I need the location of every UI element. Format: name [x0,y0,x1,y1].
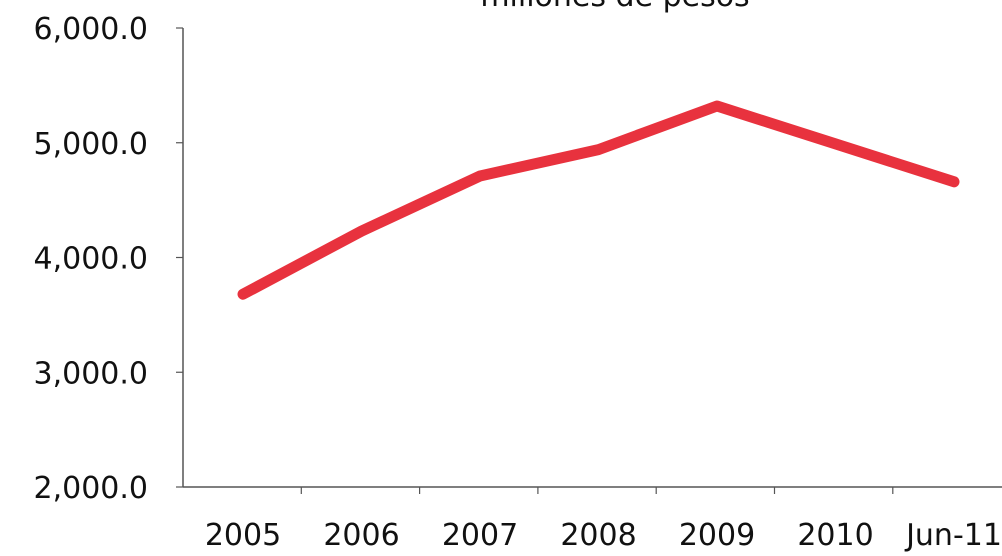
x-tick-label: 2010 [797,518,873,553]
axes-layer [176,27,1002,494]
x-tick-label: 2005 [205,518,281,553]
x-tick-labels: 2005 2006 2007 2008 2009 2010 Jun-11 [205,518,1002,553]
y-tick-labels: 2,000.0 3,000.0 4,000.0 5,000.0 6,000.0 [33,12,148,506]
y-tick-label: 6,000.0 [33,12,148,47]
y-tick-label: 4,000.0 [33,242,148,277]
x-tick-label: 2007 [442,518,518,553]
y-tick-label: 3,000.0 [33,356,148,391]
y-tick-label: 2,000.0 [33,471,148,506]
y-tick-label: 5,000.0 [33,127,148,162]
chart-title: millones de pesos [480,0,749,14]
x-tick-label: 2008 [560,518,636,553]
x-tick-label: 2006 [323,518,399,553]
title-layer: millones de pesos [480,0,749,14]
series-layer [237,100,960,300]
series-line [237,100,960,300]
x-tick-label: Jun-11 [904,518,1002,553]
x-tick-label: 2009 [679,518,755,553]
